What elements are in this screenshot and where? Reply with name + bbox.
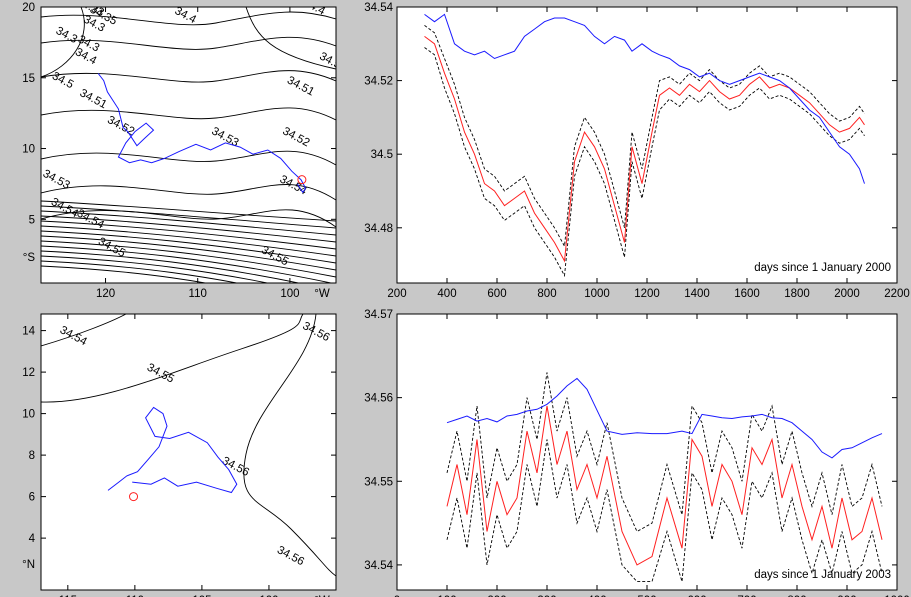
axis-annotation: days since 1 January 2000 xyxy=(754,262,891,274)
contour-line xyxy=(41,235,336,271)
x-tick-label: 110 xyxy=(189,288,207,300)
timeseries-panel-top: 200 400 600 800 1000 1200 1400 1600 1800 2000 2200… xyxy=(364,2,910,300)
error-lower-line xyxy=(424,47,865,278)
x-tick-label: 800 xyxy=(537,288,556,300)
contour-line xyxy=(41,220,336,250)
contour-line xyxy=(41,240,336,278)
x-tick-label: 120 xyxy=(96,288,115,300)
y-tick-label: 14 xyxy=(22,326,35,338)
x-tick-label: 1400 xyxy=(684,288,710,300)
x-tick-label: 100 xyxy=(280,288,299,300)
contour-line xyxy=(41,7,85,78)
x-tick-label: 110 xyxy=(126,595,144,597)
y-tick-label: 12 xyxy=(22,367,35,379)
x-tick-label: 2000 xyxy=(834,288,860,300)
float-track xyxy=(97,73,307,194)
contour-line xyxy=(41,200,336,222)
x-unit-label: °W xyxy=(314,595,330,597)
y-tick-label: 34.54 xyxy=(364,2,393,14)
y-tick-label: 34.5 xyxy=(371,149,393,161)
x-tick-label: 1000 xyxy=(884,595,910,597)
contour-line xyxy=(41,230,336,264)
x-tick-label: 200 xyxy=(387,288,406,300)
error-lower-line xyxy=(446,439,883,583)
y-tick-label: 34.57 xyxy=(364,309,393,321)
contour-label: 34.4 xyxy=(302,0,328,18)
float-position-marker xyxy=(129,492,139,502)
x-tick-label: 600 xyxy=(687,595,706,597)
y-tick-label: 10 xyxy=(22,409,35,421)
x-tick-label: 1800 xyxy=(784,288,810,300)
estimate-line xyxy=(446,405,883,566)
x-tick-label: 400 xyxy=(587,595,606,597)
x-tick-label: 800 xyxy=(787,595,806,597)
y-tick-label: 4 xyxy=(29,533,36,545)
y-tick-label: 20 xyxy=(22,2,35,14)
float-track xyxy=(107,406,238,494)
timeseries-panel-bottom: 0 100 200 300 400 500 600 700 800 900 1000 34.54 34.… xyxy=(364,309,910,597)
y-tick-label: 15 xyxy=(22,73,35,85)
y-tick-label: 34.55 xyxy=(364,476,393,488)
axis-annotation: days since 1 January 2003 xyxy=(754,569,891,581)
error-upper-line xyxy=(446,372,883,533)
error-upper-line xyxy=(424,25,865,248)
x-tick-label: 1200 xyxy=(634,288,660,300)
contour-line xyxy=(41,314,304,403)
plot-area xyxy=(424,13,865,278)
float-position-marker xyxy=(297,175,307,185)
contour-line xyxy=(41,225,336,257)
x-tick-label: 100 xyxy=(437,595,456,597)
contour-line xyxy=(41,11,336,26)
x-tick-label: 400 xyxy=(437,288,456,300)
y-tick-label: 34.56 xyxy=(364,393,393,405)
model-line xyxy=(446,377,883,459)
y-unit-label: °S xyxy=(23,252,36,264)
x-tick-label: 300 xyxy=(537,595,556,597)
x-tick-label: 900 xyxy=(837,595,856,597)
x-tick-label: 105 xyxy=(192,595,211,597)
y-tick-label: 6 xyxy=(29,492,35,504)
contour-line xyxy=(41,205,336,229)
y-tick-label: 5 xyxy=(29,214,35,226)
contour-line xyxy=(41,150,336,166)
contour-line xyxy=(41,245,334,283)
x-unit-label: °W xyxy=(314,288,330,300)
y-tick-label: 34.52 xyxy=(364,76,393,88)
contour-line xyxy=(41,184,336,201)
x-tick-label: 1000 xyxy=(584,288,610,300)
y-tick-label: 8 xyxy=(29,450,35,462)
y-unit-label: °N xyxy=(22,559,35,571)
x-tick-label: 1600 xyxy=(734,288,760,300)
x-tick-label: 200 xyxy=(487,595,506,597)
contour-line xyxy=(41,265,209,283)
x-tick-label: 500 xyxy=(637,595,656,597)
contour-line xyxy=(41,210,336,236)
x-tick-label: 100 xyxy=(259,595,278,597)
contour-line xyxy=(245,7,336,70)
model-line xyxy=(424,13,865,184)
estimate-line xyxy=(424,35,865,263)
x-tick-label: 2200 xyxy=(884,288,910,300)
contour-line xyxy=(41,314,127,347)
x-tick-label: 115 xyxy=(59,595,77,597)
y-tick-label: 10 xyxy=(22,144,35,156)
contour-line xyxy=(243,314,336,577)
contour-line xyxy=(41,209,336,228)
x-tick-label: 600 xyxy=(487,288,506,300)
y-tick-label: 34.54 xyxy=(364,560,393,572)
contour-line xyxy=(41,255,270,283)
contour-line xyxy=(41,107,336,121)
contour-line xyxy=(41,260,240,283)
contour-line xyxy=(41,36,336,50)
y-tick-label: 34.48 xyxy=(364,223,393,235)
x-tick-label: 0 xyxy=(394,595,400,597)
contour-line xyxy=(41,250,301,283)
map-panel-bottom: 34.5434.5534.5634.5634.56115110105100°W4… xyxy=(22,313,337,597)
plot-area xyxy=(446,372,883,583)
x-tick-label: 700 xyxy=(737,595,756,597)
axes-frame xyxy=(40,313,337,591)
contour-line xyxy=(41,215,336,243)
